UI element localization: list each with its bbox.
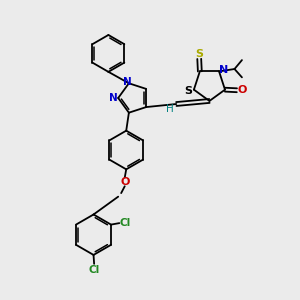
Text: N: N: [123, 77, 132, 87]
Text: N: N: [109, 93, 118, 103]
Text: N: N: [219, 64, 228, 75]
Text: O: O: [237, 85, 247, 95]
Text: Cl: Cl: [120, 218, 131, 228]
Text: Cl: Cl: [88, 265, 100, 275]
Text: S: S: [195, 49, 203, 59]
Text: O: O: [120, 177, 129, 187]
Text: S: S: [184, 86, 193, 96]
Text: H: H: [167, 104, 174, 114]
